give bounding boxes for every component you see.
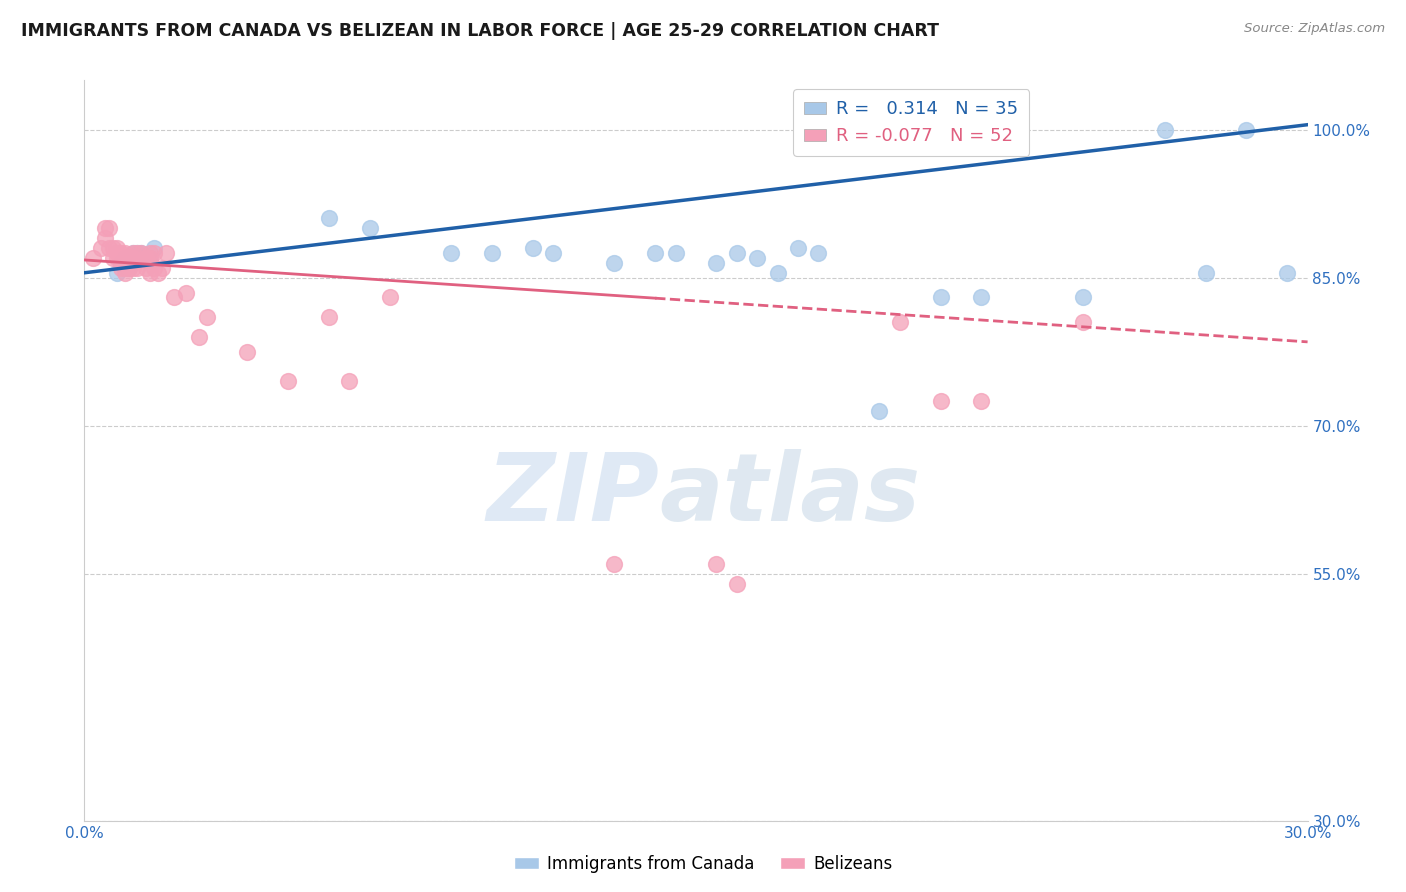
Point <box>725 246 748 260</box>
Point <box>122 251 145 265</box>
Point <box>131 246 153 260</box>
Point <box>155 246 177 260</box>
Point <box>1154 122 1177 136</box>
Point <box>603 256 626 270</box>
Point <box>105 266 128 280</box>
Point <box>706 557 728 571</box>
Point <box>127 246 149 260</box>
Point <box>889 315 911 329</box>
Point <box>277 375 299 389</box>
Point <box>869 404 891 418</box>
Point <box>114 260 136 275</box>
Point <box>93 221 115 235</box>
Point <box>970 394 993 409</box>
Point <box>522 241 544 255</box>
Point <box>118 251 141 265</box>
Point <box>359 221 381 235</box>
Text: Source: ZipAtlas.com: Source: ZipAtlas.com <box>1244 22 1385 36</box>
Point <box>105 251 128 265</box>
Point <box>142 246 165 260</box>
Point <box>380 290 402 304</box>
Point <box>747 251 769 265</box>
Point <box>110 251 132 265</box>
Point <box>929 290 952 304</box>
Point <box>114 256 136 270</box>
Point <box>110 256 132 270</box>
Point <box>644 246 666 260</box>
Point <box>135 251 157 265</box>
Point <box>138 246 160 260</box>
Point <box>138 251 160 265</box>
Point <box>725 576 748 591</box>
Point <box>97 221 120 235</box>
Text: ZIP: ZIP <box>486 449 659 541</box>
Legend: Immigrants from Canada, Belizeans: Immigrants from Canada, Belizeans <box>508 848 898 880</box>
Point <box>118 260 141 275</box>
Point <box>163 290 186 304</box>
Point <box>174 285 197 300</box>
Point <box>142 241 165 255</box>
Point <box>122 251 145 265</box>
Point <box>142 260 165 275</box>
Point <box>105 246 128 260</box>
Text: atlas: atlas <box>659 449 921 541</box>
Point <box>105 241 128 255</box>
Point <box>807 246 830 260</box>
Point <box>101 251 124 265</box>
Point <box>195 310 218 325</box>
Point <box>543 246 565 260</box>
Point <box>603 557 626 571</box>
Point <box>93 231 115 245</box>
Point <box>706 256 728 270</box>
Point <box>766 266 789 280</box>
Text: IMMIGRANTS FROM CANADA VS BELIZEAN IN LABOR FORCE | AGE 25-29 CORRELATION CHART: IMMIGRANTS FROM CANADA VS BELIZEAN IN LA… <box>21 22 939 40</box>
Point <box>481 246 503 260</box>
Point <box>110 246 132 260</box>
Point <box>82 251 104 265</box>
Point <box>150 260 173 275</box>
Point <box>187 330 209 344</box>
Point <box>122 260 145 275</box>
Point <box>114 266 136 280</box>
Point <box>665 246 688 260</box>
Point <box>1073 290 1095 304</box>
Point <box>114 246 136 260</box>
Point <box>90 241 112 255</box>
Point <box>122 246 145 260</box>
Point <box>440 246 463 260</box>
Point <box>1195 266 1218 280</box>
Point <box>970 290 993 304</box>
Point <box>318 310 340 325</box>
Point <box>1073 315 1095 329</box>
Point <box>97 241 120 255</box>
Point <box>110 260 132 275</box>
Point <box>787 241 810 255</box>
Point <box>1277 266 1299 280</box>
Point <box>135 260 157 275</box>
Point <box>929 394 952 409</box>
Point <box>318 211 340 226</box>
Point <box>114 251 136 265</box>
Point <box>114 251 136 265</box>
Point <box>138 251 160 265</box>
Point <box>339 375 361 389</box>
Point <box>101 241 124 255</box>
Legend: R =   0.314   N = 35, R = -0.077   N = 52: R = 0.314 N = 35, R = -0.077 N = 52 <box>793 89 1029 156</box>
Point <box>127 246 149 260</box>
Point <box>131 246 153 260</box>
Point <box>138 266 160 280</box>
Point <box>146 266 169 280</box>
Point <box>127 260 149 275</box>
Point <box>122 246 145 260</box>
Point <box>236 344 259 359</box>
Point <box>135 251 157 265</box>
Point <box>1236 122 1258 136</box>
Point <box>118 260 141 275</box>
